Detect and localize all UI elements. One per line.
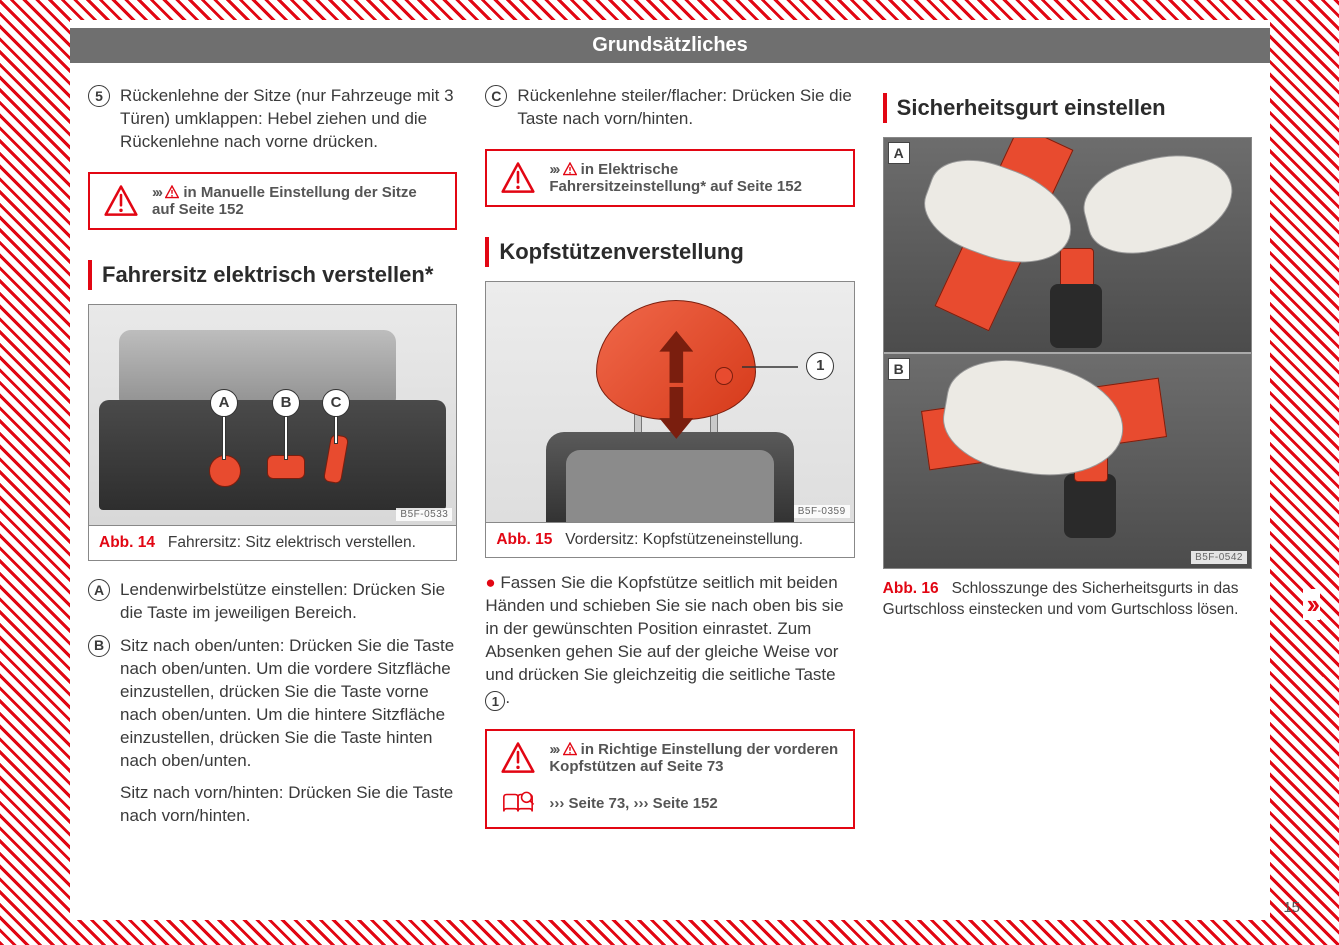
figure-15-caption-text: Vordersitz: Kopfstützeneinstellung. xyxy=(565,531,803,548)
headrest-button xyxy=(715,367,733,385)
figure-15-label: Abb. 15 xyxy=(496,531,552,548)
page-title-bar: Grundsätzliches xyxy=(70,28,1270,63)
page-number: 15 xyxy=(1283,899,1300,916)
spacer xyxy=(88,565,457,579)
figure-16-caption: Abb. 16 Schlosszunge des Sicherheitsgurt… xyxy=(883,573,1252,621)
chevron-icon: ››› xyxy=(549,161,558,178)
figure-16-image: A B B5F-0542 xyxy=(884,138,1251,568)
panel-label-b: B xyxy=(888,358,910,380)
callout-electric-seat: ››› in Elektrische Fahrersitzeinstellung… xyxy=(485,149,854,207)
section-heading-seatbelt: Sicherheitsgurt einstellen xyxy=(883,93,1252,123)
callout-ref-text: in Manuelle Einstellung der Sitze auf Se… xyxy=(152,184,417,218)
callout-row-2: ››› Seite 73, ››› Seite 152 xyxy=(501,789,838,817)
para-text-a: Fassen Sie die Kopfstütze seitlich mit b… xyxy=(485,573,843,684)
pin-stem xyxy=(285,415,287,459)
figure-code: B5F-0542 xyxy=(1191,551,1247,564)
figure-16-panel-a: A xyxy=(884,138,1251,352)
chevron-icon: ››› xyxy=(549,741,558,758)
figure-15-image: 1 B5F-0359 xyxy=(486,282,853,522)
section-heading-electric-seat: Fahrersitz elektrisch verstellen* xyxy=(88,260,457,290)
pin-line xyxy=(742,357,812,377)
list-item-b-text: Sitz nach oben/unten: Drücken Sie die Ta… xyxy=(120,635,457,773)
callout-page-ref-a: ››› Seite 73, xyxy=(549,795,633,812)
marker-b: B xyxy=(88,635,110,657)
inline-marker-1: 1 xyxy=(485,691,505,711)
pin-c: C xyxy=(322,389,350,417)
pin-stem xyxy=(335,415,337,443)
column-3: Sicherheitsgurt einstellen A xyxy=(883,85,1252,851)
hand-right xyxy=(1075,140,1243,266)
section-heading-headrest: Kopfstützenverstellung xyxy=(485,237,854,267)
page-content: Grundsätzliches 5 Rückenlehne der Sitze … xyxy=(70,20,1270,920)
callout-headrest-ref: ››› in Richtige Einstellung der vorderen… xyxy=(485,729,854,829)
callout-manual-seat: ››› in Manuelle Einstellung der Sitze au… xyxy=(88,172,457,230)
pin-1: 1 xyxy=(806,352,834,380)
callout-page-ref-b: ››› Seite 152 xyxy=(634,795,718,812)
list-item-b: B Sitz nach oben/unten: Drücken Sie die … xyxy=(88,635,457,773)
figure-14-caption: Abb. 14 Fahrersitz: Sitz elektrisch vers… xyxy=(89,525,456,560)
callout-text: ››› Seite 73, ››› Seite 152 xyxy=(549,795,717,812)
bullet-icon: ● xyxy=(485,573,495,592)
callout-text: ››› in Manuelle Einstellung der Sitze au… xyxy=(152,184,441,218)
pin-a: A xyxy=(210,389,238,417)
backrest-inner-shape xyxy=(566,450,773,522)
figure-14-caption-text: Fahrersitz: Sitz elektrisch verstellen. xyxy=(168,534,416,551)
pin-stem xyxy=(223,415,225,459)
figure-16: A B B5F-0542 xyxy=(883,137,1252,569)
callout-ref-text: in Elektrische Fahrersitzeinstellung* au… xyxy=(549,161,802,195)
list-item-b-cont: Sitz nach vorn/hinten: Drücken Sie die T… xyxy=(88,782,457,828)
callout-row-1: ››› in Richtige Einstellung der vorderen… xyxy=(501,741,838,775)
callout-rows: ››› in Richtige Einstellung der vorderen… xyxy=(501,741,838,817)
page-title: Grundsätzliches xyxy=(592,34,748,56)
columns: 5 Rückenlehne der Sitze (nur Fahrzeuge m… xyxy=(70,85,1270,851)
headrest-paragraph: ● Fassen Sie die Kopfstütze seitlich mit… xyxy=(485,572,854,711)
para-text-b: . xyxy=(505,688,510,707)
figure-14: A B C B5F-0533 Abb. 14 Fahrersitz: Sitz … xyxy=(88,304,457,561)
pin-b: B xyxy=(272,389,300,417)
figure-15-caption: Abb. 15 Vordersitz: Kopfstützeneinstellu… xyxy=(486,522,853,557)
arrow-up-icon xyxy=(659,331,693,383)
figure-16-label: Abb. 16 xyxy=(883,580,939,597)
belt-buckle xyxy=(1050,284,1102,348)
panel-label-a: A xyxy=(888,142,910,164)
figure-14-image: A B C B5F-0533 xyxy=(89,305,456,525)
figure-14-label: Abb. 14 xyxy=(99,534,155,551)
list-item-5: 5 Rückenlehne der Sitze (nur Fahrzeuge m… xyxy=(88,85,457,154)
marker-5: 5 xyxy=(88,85,110,107)
warning-icon xyxy=(501,741,535,775)
list-item-a: A Lendenwirbelstütze einstellen: Drücken… xyxy=(88,579,457,625)
callout-text: ››› in Richtige Einstellung der vorderen… xyxy=(549,741,838,775)
marker-a: A xyxy=(88,579,110,601)
list-item-c-text: Rückenlehne steiler/flacher: Drücken Sie… xyxy=(517,85,854,131)
column-1: 5 Rückenlehne der Sitze (nur Fahrzeuge m… xyxy=(88,85,457,851)
seat-control-a xyxy=(209,455,241,487)
warning-small-icon xyxy=(563,742,577,756)
figure-15: 1 B5F-0359 Abb. 15 Vordersitz: Kopfstütz… xyxy=(485,281,854,558)
marker-c: C xyxy=(485,85,507,107)
list-item-5-text: Rückenlehne der Sitze (nur Fahrzeuge mit… xyxy=(120,85,457,154)
list-item-c: C Rückenlehne steiler/flacher: Drücken S… xyxy=(485,85,854,131)
warning-small-icon xyxy=(563,162,577,176)
book-icon xyxy=(501,789,535,817)
column-2: C Rückenlehne steiler/flacher: Drücken S… xyxy=(485,85,854,851)
figure-16-panel-b: B B5F-0542 xyxy=(884,352,1251,568)
seat-cushion-shape xyxy=(119,330,396,410)
figure-code: B5F-0359 xyxy=(794,505,850,518)
continue-icon: ›› xyxy=(1303,589,1320,620)
list-item-a-text: Lendenwirbelstütze einstellen: Drücken S… xyxy=(120,579,457,625)
warning-icon xyxy=(501,161,535,195)
figure-code: B5F-0533 xyxy=(396,508,452,521)
callout-text: ››› in Elektrische Fahrersitzeinstellung… xyxy=(549,161,838,195)
warning-icon xyxy=(104,184,138,218)
callout-ref-text: in Richtige Einstellung der vorderen Kop… xyxy=(549,741,838,775)
chevron-icon: ››› xyxy=(152,184,161,201)
warning-small-icon xyxy=(165,185,179,199)
headrest-shape xyxy=(596,300,756,420)
belt-buckle xyxy=(1064,474,1116,538)
